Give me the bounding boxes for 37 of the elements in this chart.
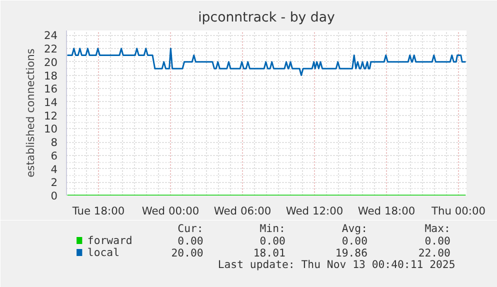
legend-label: forward: [87, 234, 132, 247]
legend-label: local: [87, 246, 120, 259]
y-tick-label: 8: [50, 136, 58, 150]
x-tick-label: Wed 18:00: [358, 204, 416, 218]
text: 19.86: [335, 246, 368, 260]
text: Max:: [424, 222, 450, 235]
y-tick-label: 0: [50, 190, 58, 202]
text: 0.00: [342, 234, 368, 248]
text: 20.00: [171, 246, 204, 260]
text: Min:: [260, 222, 286, 235]
chart-title: ipconntrack - by day: [198, 10, 336, 26]
x-tick-label: Wed 06:00: [214, 204, 272, 218]
x-tick-label: Tue 18:00: [71, 204, 125, 218]
y-tick-label: 4: [50, 162, 58, 176]
y-tick-label: 2: [50, 176, 58, 190]
y-tick-label: 18: [44, 69, 58, 82]
text: 18.01: [253, 246, 286, 260]
line-series: [66, 48, 466, 76]
y-tick-label: 22: [44, 42, 58, 56]
text: 0.00: [178, 234, 204, 248]
x-tick-label: Wed 00:00: [142, 204, 200, 218]
x-tick-label: Wed 12:00: [286, 204, 344, 218]
text: Last update: Thu Nov 13 00:40:11 2025: [218, 258, 456, 271]
y-tick-label: 6: [50, 149, 58, 162]
y-tick-label: 14: [44, 96, 58, 109]
text: Cur:: [178, 222, 204, 235]
text: Avg:: [342, 222, 368, 235]
y-tick-label: 16: [44, 82, 58, 96]
y-tick-label: 24: [44, 29, 58, 42]
text: 0.00: [424, 234, 450, 248]
x-tick-label: Thu 00:00: [430, 204, 486, 218]
y-axis-title: established connections: [24, 48, 37, 178]
y-tick-label: 10: [44, 122, 58, 136]
text: 22.00: [418, 246, 450, 260]
y-tick-label: 20: [44, 56, 58, 69]
y-tick-label: 12: [44, 109, 58, 122]
text: 0.00: [260, 234, 286, 248]
